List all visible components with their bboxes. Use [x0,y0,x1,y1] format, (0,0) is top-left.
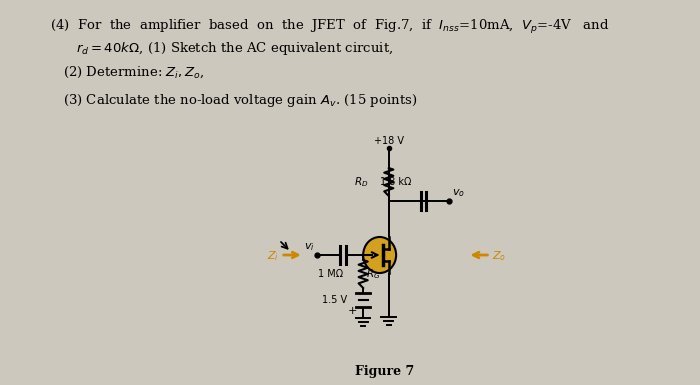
Text: $v_i$: $v_i$ [304,241,315,253]
Text: (2) Determine: $Z_i, Z_o$,: (2) Determine: $Z_i, Z_o$, [63,65,204,80]
Text: $Z_o$: $Z_o$ [492,249,506,263]
Text: 1.5 V: 1.5 V [321,295,346,305]
Text: $v_o$: $v_o$ [452,187,465,199]
Text: (4)  For  the  amplifier  based  on  the  JFET  of  Fig.7,  if  $I_{nss}$=10mA, : (4) For the amplifier based on the JFET … [50,18,610,36]
Text: +18 V: +18 V [374,136,404,146]
Text: +: + [347,306,357,316]
Text: $R_G$: $R_G$ [366,267,380,281]
Text: Figure 7: Figure 7 [355,365,414,378]
Text: (3) Calculate the no-load voltage gain $A_v$. (15 points): (3) Calculate the no-load voltage gain $… [63,92,417,109]
Text: 1.8 kΩ: 1.8 kΩ [379,177,411,187]
Text: $r_d = 40k\Omega$, (1) Sketch the AC equivalent circuit,: $r_d = 40k\Omega$, (1) Sketch the AC equ… [76,40,393,57]
Text: $Z_i$: $Z_i$ [267,249,279,263]
Text: $R_D$: $R_D$ [354,175,369,189]
Circle shape [363,237,396,273]
Text: 1 MΩ: 1 MΩ [318,269,343,279]
